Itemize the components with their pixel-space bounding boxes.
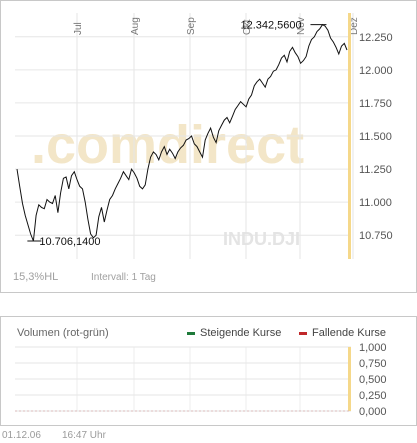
interval-label: Intervall: 1 Tag [91, 272, 156, 283]
y-tick-label: 11.250 [359, 164, 392, 176]
y-tick-label: 12.250 [359, 32, 393, 44]
x-tick-label-okt: Okt [242, 19, 253, 35]
x-tick-label-dez: Dez [349, 17, 360, 35]
y-tick-label: 1,000 [359, 342, 387, 354]
x-tick-label-aug: Aug [130, 17, 141, 35]
watermark-logo: .comdirect [31, 115, 304, 175]
today-marker [348, 13, 351, 259]
x-tick-label-sep: Sep [186, 17, 197, 35]
y-tick-label: 0,500 [359, 374, 387, 386]
x-tick-label-nov: Nov [296, 17, 307, 35]
legend-falling-label: Fallende Kurse [312, 327, 386, 339]
y-tick-label: 10.750 [359, 230, 393, 242]
today-marker [348, 347, 351, 411]
price-line [16, 23, 348, 242]
y-tick-label: 0,750 [359, 358, 387, 370]
y-tick-label: 0,250 [359, 390, 387, 402]
volume-chart-panel: 1,000 0,750 0,500 0,250 0,000 Volumen (rot-g… [0, 316, 417, 426]
footer-date: 01.12.06 [2, 430, 41, 441]
legend-rising-swatch [187, 331, 195, 335]
symbol-watermark: INDU.DJI [223, 229, 300, 249]
volume-title: Volumen (rot-grün) [17, 327, 109, 339]
legend-falling: Fallende Kurse [299, 327, 386, 339]
legend-rising-label: Steigende Kurse [200, 327, 282, 339]
price-chart-panel: .comdirect Jul Aug Sep Okt Nov Dez 12.250 12.000… [0, 0, 417, 293]
x-tick-label-jul: Jul [73, 22, 84, 35]
y-tick-label: 11.750 [359, 98, 392, 110]
legend-falling-swatch [299, 331, 307, 335]
legend-rising: Steigende Kurse [187, 327, 281, 339]
high-label: 12.342,5600 [240, 20, 301, 32]
y-tick-label: 0,000 [359, 406, 387, 418]
y-tick-label: 11.500 [359, 131, 392, 143]
y-tick-label: 12.000 [359, 65, 393, 77]
range-label: 15,3%HL [13, 271, 59, 283]
low-label: 10.706,1400 [39, 236, 100, 248]
volume-chart: 1,000 0,750 0,500 0,250 0,000 [15, 342, 387, 418]
footer-time: 16:47 Uhr [62, 430, 106, 441]
y-tick-label: 11.000 [359, 197, 392, 209]
